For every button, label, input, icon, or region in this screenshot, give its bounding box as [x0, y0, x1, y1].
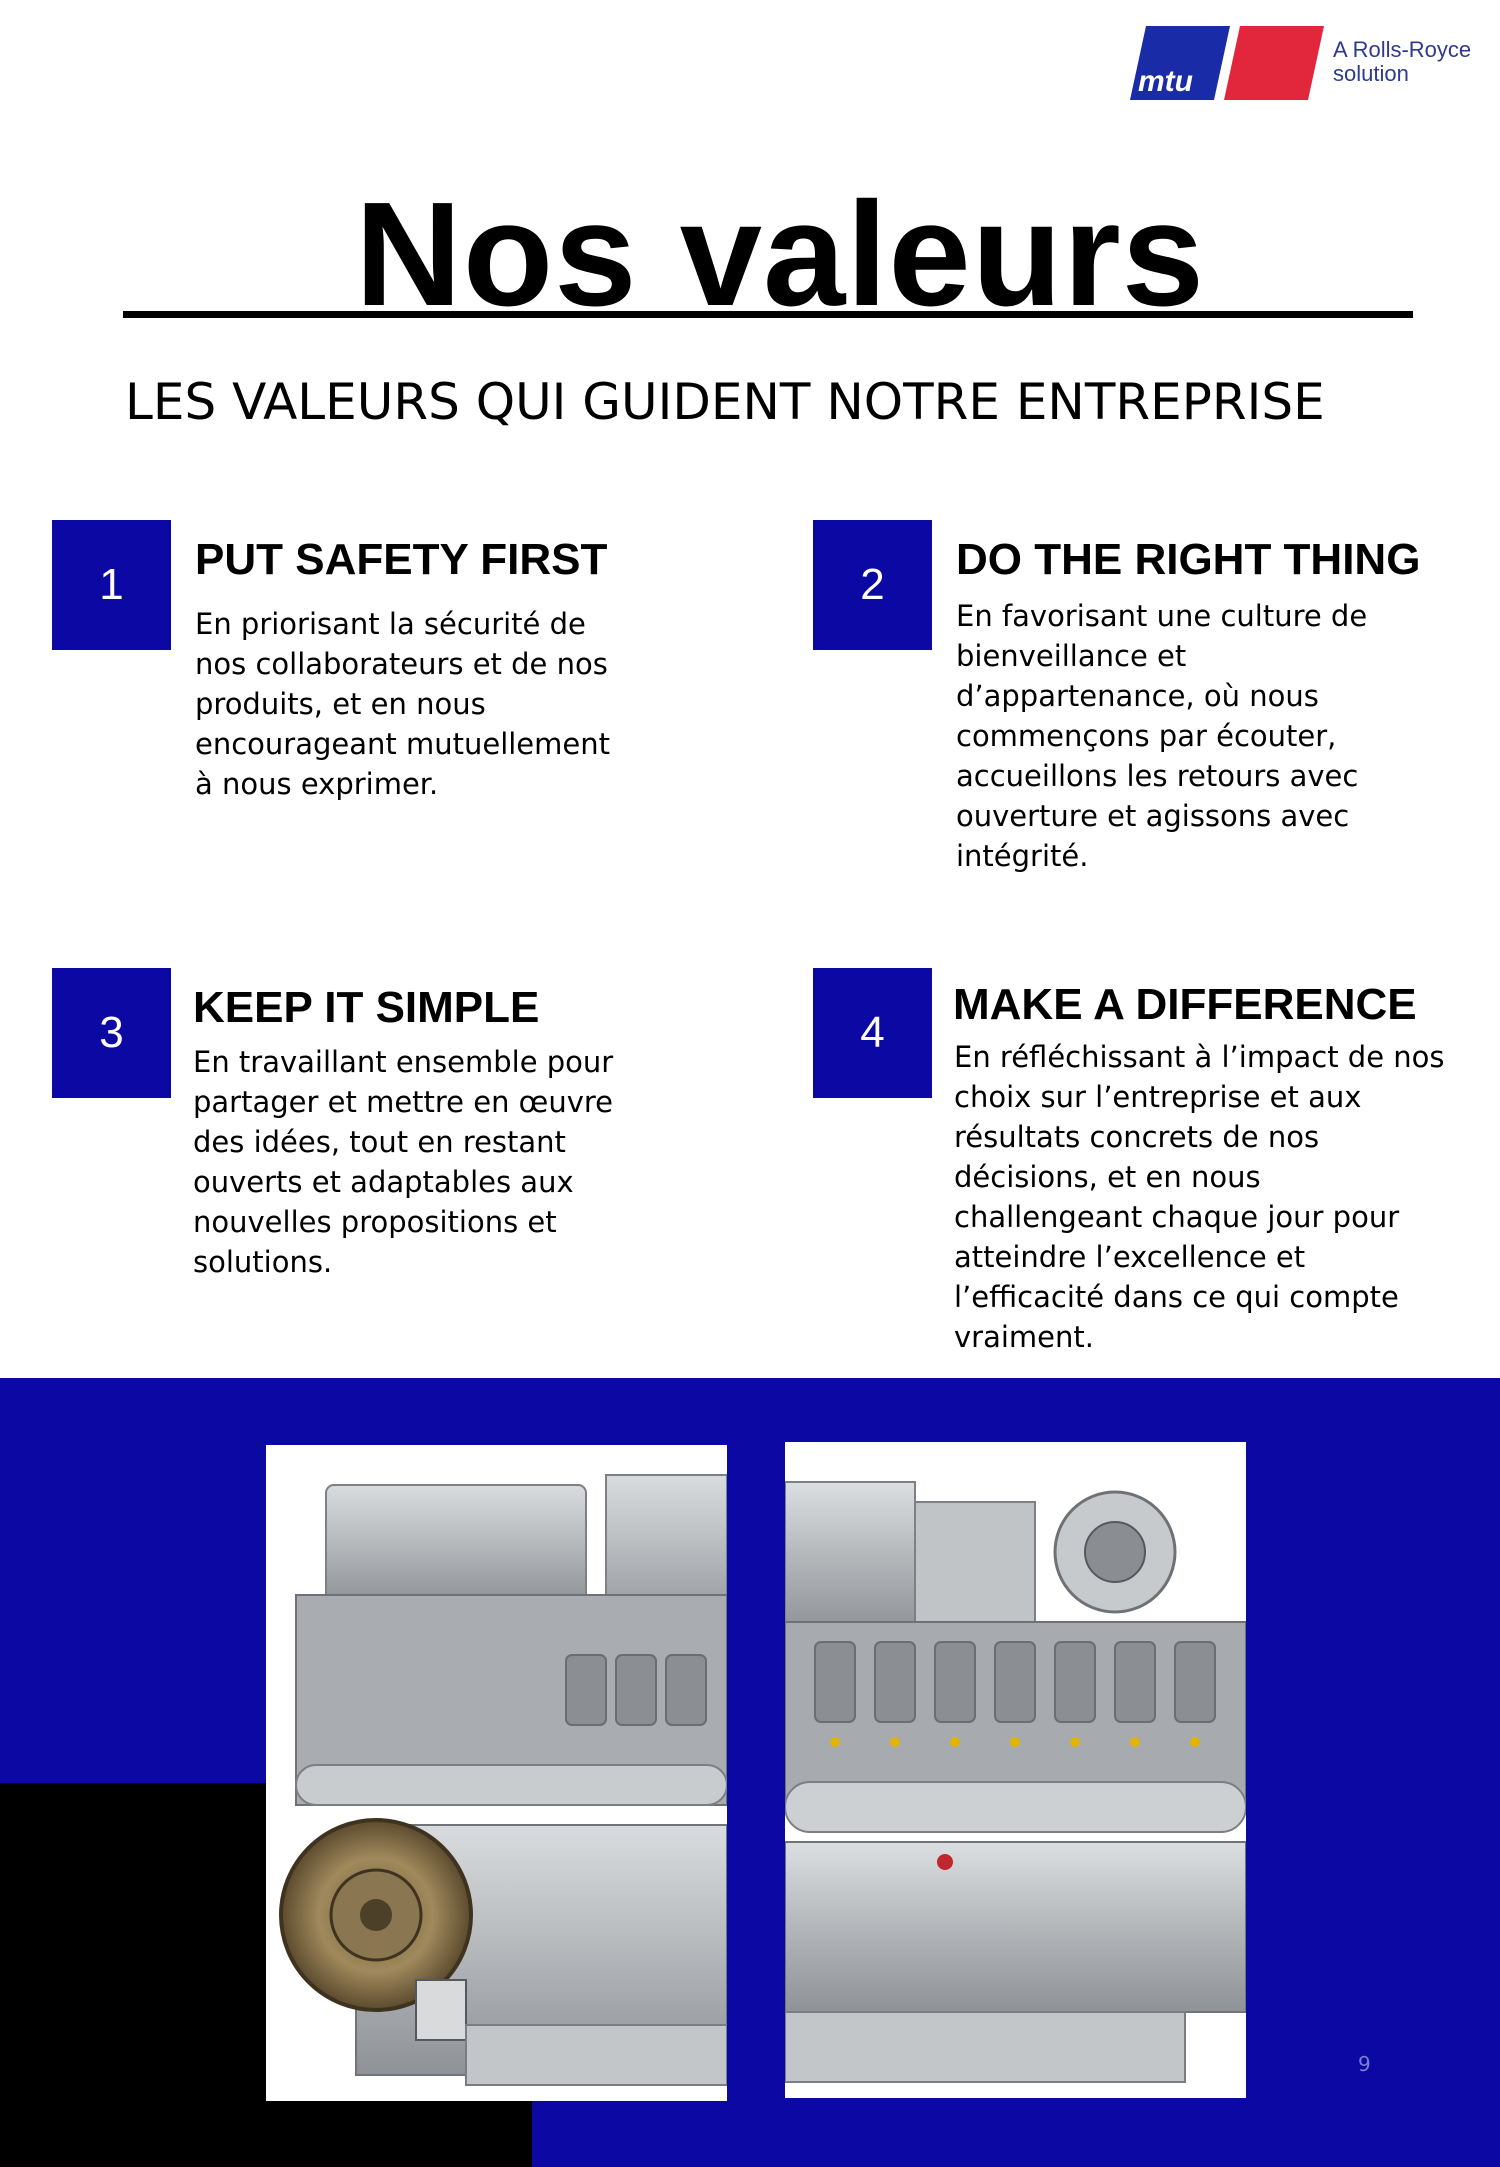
engine-image: [785, 1442, 1246, 2098]
value-description: En travaillant ensemble pour partager et…: [193, 1045, 614, 1279]
mtu-logo-text: mtu: [1138, 65, 1193, 98]
value-number-badge: 2: [813, 520, 932, 650]
page-title: Nos valeurs: [354, 172, 1206, 337]
value-title: MAKE A DIFFERENCE: [953, 980, 1417, 1029]
value-title: KEEP IT SIMPLE: [193, 983, 540, 1032]
mtu-logo: mtu A Rolls-Royce solution: [1128, 22, 1488, 104]
value-number-badge: 1: [52, 520, 171, 650]
value-description: En priorisant la sécurité de nos collabo…: [195, 607, 610, 801]
logo-tagline-line1: A Rolls-Royce: [1333, 37, 1472, 62]
value-description: En réfléchissant à l’impact de nos choix…: [954, 1040, 1445, 1354]
value-title: DO THE RIGHT THING: [956, 535, 1421, 584]
engine-photo-right: [785, 1442, 1246, 2098]
mtu-logo-mark: mtu: [1130, 26, 1324, 100]
logo-tagline: A Rolls-Royce solution: [1333, 38, 1471, 86]
engine-image: [266, 1445, 727, 2101]
value-title: PUT SAFETY FIRST: [195, 535, 608, 584]
value-number-badge: 3: [52, 968, 171, 1098]
value-number-badge: 4: [813, 968, 932, 1098]
logo-tagline-line2: solution: [1333, 61, 1409, 86]
title-underline: [123, 311, 1413, 318]
page-number: 9: [1358, 2052, 1371, 2076]
value-description: En favorisant une culture de bienveillan…: [956, 599, 1368, 873]
page-subtitle: LES VALEURS QUI GUIDENT NOTRE ENTREPRISE: [125, 373, 1325, 431]
engine-photo-left: [266, 1445, 727, 2101]
